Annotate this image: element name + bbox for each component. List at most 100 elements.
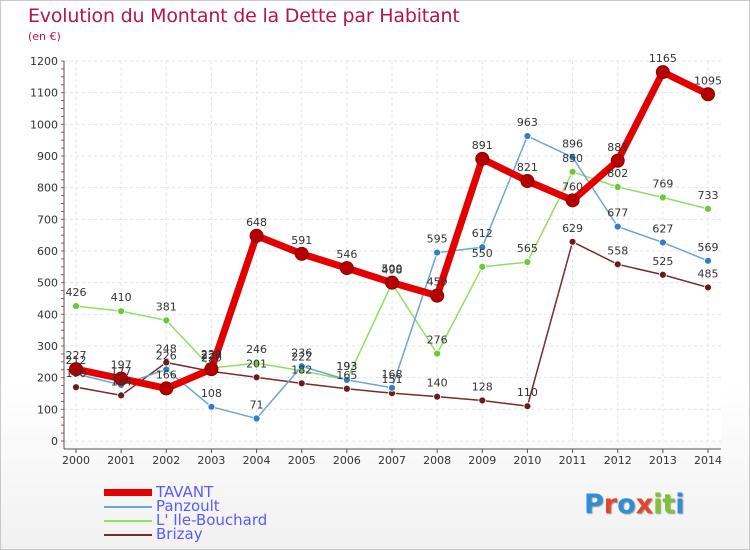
data-point <box>297 362 306 371</box>
y-tick-label: 500 <box>37 277 58 290</box>
x-tick-label: 2013 <box>649 454 677 467</box>
data-point <box>114 371 129 386</box>
data-label: 140 <box>427 377 448 390</box>
legend-label: Panzoult <box>156 497 220 515</box>
data-label: 222 <box>291 351 312 364</box>
data-label: 71 <box>250 399 264 412</box>
data-label: 168 <box>382 368 403 381</box>
data-label: 760 <box>562 180 583 193</box>
data-point <box>568 167 577 176</box>
data-label: 591 <box>291 234 312 247</box>
data-label: 110 <box>517 386 538 399</box>
data-point <box>704 204 712 213</box>
y-tick-label: 600 <box>37 245 58 258</box>
y-tick-label: 400 <box>37 308 58 321</box>
proxiti-logo: Proxiti <box>584 489 685 520</box>
chart-title: Evolution du Montant de la Dette par Hab… <box>28 5 460 27</box>
data-point <box>252 414 261 423</box>
data-label: 410 <box>111 291 132 304</box>
legend-swatch <box>104 489 152 496</box>
legend-label: Brizay <box>156 525 203 543</box>
y-tick-label: 1200 <box>30 55 58 68</box>
data-label: 1165 <box>649 52 677 65</box>
x-tick-label: 2009 <box>468 454 496 467</box>
data-point <box>159 381 174 396</box>
x-tick-label: 2000 <box>62 454 90 467</box>
data-point <box>658 193 667 202</box>
logo-letter: i <box>653 489 663 520</box>
data-point <box>613 183 622 191</box>
data-point <box>523 258 532 266</box>
data-point <box>72 302 80 311</box>
data-label: 227 <box>201 349 222 362</box>
data-label: 144 <box>111 375 132 388</box>
data-point <box>613 222 622 231</box>
data-point <box>433 349 442 358</box>
data-label: 182 <box>291 363 312 376</box>
data-point <box>568 237 577 246</box>
x-tick-label: 2011 <box>559 454 587 467</box>
logo-letter: o <box>617 489 636 520</box>
data-point <box>294 246 309 261</box>
x-tick-label: 2003 <box>197 454 225 467</box>
data-label: 500 <box>382 263 403 276</box>
data-point <box>433 248 442 257</box>
data-point <box>610 153 625 168</box>
data-point <box>478 396 487 405</box>
data-point <box>388 383 396 392</box>
x-tick-label: 2006 <box>333 454 361 467</box>
data-label: 197 <box>111 359 132 372</box>
data-label: 248 <box>156 342 177 355</box>
data-label: 629 <box>562 222 583 235</box>
data-label: 802 <box>607 167 628 180</box>
data-point <box>704 283 712 292</box>
y-tick-label: 200 <box>37 372 58 385</box>
data-point <box>658 270 667 279</box>
y-tick-label: 0 <box>51 435 58 448</box>
logo-letter: x <box>635 489 654 520</box>
legend-swatch <box>104 520 152 522</box>
data-label: 193 <box>336 360 357 373</box>
data-point <box>162 316 171 325</box>
data-label: 769 <box>652 177 673 190</box>
data-label: 821 <box>517 161 538 174</box>
data-point <box>339 261 354 276</box>
data-label: 891 <box>472 139 493 152</box>
data-point <box>433 392 442 401</box>
data-label: 177 <box>111 365 132 378</box>
data-label: 201 <box>246 357 267 370</box>
data-label: 128 <box>472 380 493 393</box>
data-label: 850 <box>562 152 583 165</box>
data-point <box>252 359 261 368</box>
logo-letter: r <box>603 489 618 520</box>
data-label: 108 <box>201 387 222 400</box>
x-tick-label: 2007 <box>378 454 406 467</box>
y-tick-label: 1100 <box>30 87 58 100</box>
data-point <box>342 384 351 393</box>
data-label: 230 <box>201 348 222 361</box>
data-label: 963 <box>517 116 538 129</box>
data-label: 733 <box>698 189 719 202</box>
chart-unit: (en €) <box>28 30 61 43</box>
data-label: 227 <box>66 349 87 362</box>
x-tick-label: 2014 <box>694 454 722 467</box>
data-point <box>162 365 171 374</box>
data-label: 193 <box>336 360 357 373</box>
data-point <box>69 362 83 377</box>
legend-swatch <box>104 506 152 508</box>
legend-label: L' Ile-Bouchard <box>156 511 268 529</box>
x-tick-label: 2010 <box>513 454 541 467</box>
data-point <box>523 132 532 140</box>
y-tick-label: 800 <box>37 182 58 195</box>
data-point <box>704 256 712 265</box>
data-point <box>523 402 532 411</box>
data-label: 485 <box>698 267 719 280</box>
x-tick-label: 2005 <box>288 454 316 467</box>
data-label: 498 <box>382 263 403 276</box>
y-tick-label: 300 <box>37 340 58 353</box>
data-label: 550 <box>472 247 493 260</box>
x-tick-label: 2004 <box>243 454 271 467</box>
data-label: 558 <box>607 244 628 257</box>
data-label: 166 <box>156 368 177 381</box>
data-label: 381 <box>156 300 177 313</box>
